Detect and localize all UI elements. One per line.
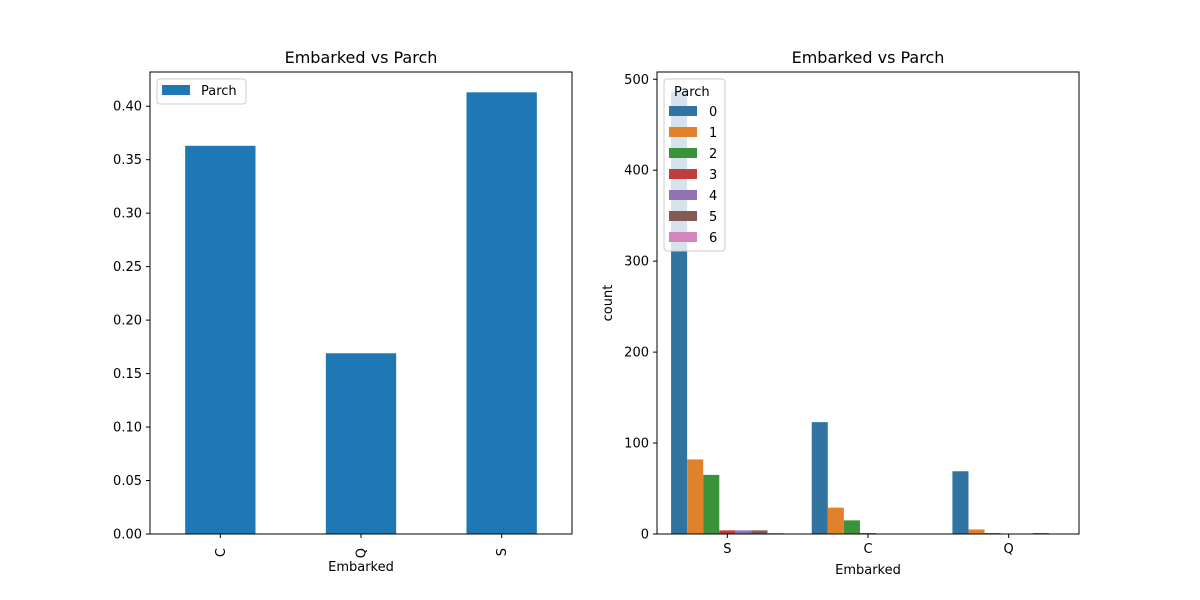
left-bar-Q	[325, 353, 397, 534]
right-bar-Q-parch-0	[952, 471, 969, 534]
left-chart-title: Embarked vs Parch	[285, 48, 438, 67]
left-bars	[185, 92, 537, 534]
left-y-tick-label: 0.40	[113, 100, 142, 115]
right-y-tick-label: 100	[624, 437, 649, 452]
right-legend-swatch-4	[669, 190, 697, 200]
right-x-tick-label: Q	[1004, 542, 1014, 557]
left-x-tick-label: S	[495, 548, 510, 556]
left-y-axis: 0.00 0.05 0.10 0.15 0.20 0.25 0.30 0.35 0.40	[113, 100, 150, 543]
left-y-tick-label: 0.20	[113, 314, 142, 329]
right-bar-C-parch-1	[827, 507, 844, 534]
right-bar-S-parch-1	[687, 459, 704, 534]
left-y-tick-label: 0.15	[113, 367, 142, 382]
right-legend-title: Parch	[674, 85, 710, 100]
right-legend-box	[663, 78, 726, 252]
left-bar-C	[185, 145, 256, 534]
right-x-tick-label: S	[723, 542, 731, 557]
right-legend-label: 5	[709, 210, 717, 225]
right-bar-S-parch-5	[751, 530, 768, 534]
right-legend-swatch-3	[669, 169, 697, 179]
right-x-axis-label: Embarked	[835, 563, 901, 578]
left-x-axis-label: Embarked	[328, 560, 394, 575]
left-y-tick-label: 0.10	[113, 421, 142, 436]
left-legend-label: Parch	[201, 84, 237, 99]
right-bar-C-parch-0	[811, 422, 828, 534]
left-legend: Parch	[156, 78, 247, 105]
left-y-tick-label: 0.35	[113, 153, 142, 168]
right-legend-label: 1	[709, 126, 717, 141]
right-bar-C-parch-2	[843, 520, 860, 534]
left-y-tick-label: 0.05	[113, 474, 142, 489]
right-legend-swatch-2	[669, 148, 697, 158]
left-bar-S	[466, 92, 537, 534]
right-legend-swatch-1	[669, 127, 697, 137]
right-x-tick-label: C	[863, 542, 872, 557]
right-y-axis-label: count	[601, 285, 616, 322]
right-y-tick-label: 400	[624, 164, 649, 179]
left-chart: Embarked vs Parch 0.000.050.100.150.200.…	[113, 48, 573, 575]
left-plot-frame	[149, 71, 573, 535]
right-legend-swatch-0	[669, 106, 697, 116]
left-y-tick-label: 0.30	[113, 207, 142, 222]
right-legend-label: 3	[709, 168, 717, 183]
left-x-tick-label: C	[214, 548, 229, 557]
right-legend-items: 0 1 2 3 4 5 6	[669, 105, 717, 246]
right-legend: Parch 0 1 2 3 4 5 6	[663, 78, 726, 252]
right-legend-swatch-6	[669, 232, 697, 242]
right-bar-S-parch-2	[703, 474, 720, 534]
right-bar-S-parch-4	[735, 530, 752, 534]
right-legend-label: 2	[709, 147, 717, 162]
right-legend-label: 6	[709, 231, 717, 246]
right-legend-swatch-5	[669, 211, 697, 221]
right-plot-frame	[656, 71, 1080, 535]
right-legend-label: 0	[709, 105, 717, 120]
left-y-tick-label: 0.25	[113, 260, 142, 275]
right-chart-title: Embarked vs Parch	[792, 48, 945, 67]
right-y-tick-label: 0	[641, 528, 649, 543]
right-bar-S-parch-3	[719, 530, 736, 534]
left-x-tick-label: Q	[355, 548, 370, 558]
right-legend-label: 4	[709, 189, 717, 204]
right-y-tick-label: 500	[624, 73, 649, 88]
right-y-tick-label: 200	[624, 346, 649, 361]
right-bar-Q-parch-1	[968, 529, 985, 534]
left-legend-swatch	[162, 85, 190, 95]
right-chart: Embarked vs Parch 0 100 200 300 400 500 S C Q E…	[601, 48, 1080, 578]
left-y-tick-label: 0.00	[113, 528, 142, 543]
right-y-axis: 0 100 200 300 400 500	[624, 73, 657, 543]
right-y-tick-label: 300	[624, 255, 649, 270]
